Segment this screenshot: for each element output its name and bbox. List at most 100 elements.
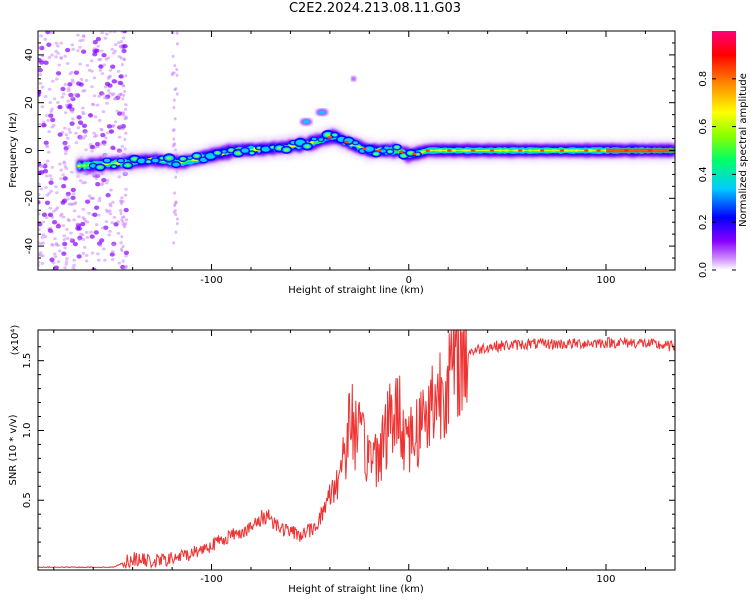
noise-speckle bbox=[66, 197, 70, 201]
noise-speckle bbox=[97, 118, 102, 122]
noise-speckle bbox=[55, 71, 62, 76]
noise-speckle bbox=[63, 266, 67, 270]
spectrogram-tick-labels: -100 0 100 -40 -20 0 20 40 bbox=[24, 49, 616, 286]
noise-speckle bbox=[39, 187, 44, 191]
ridge-hotspot bbox=[559, 149, 565, 152]
noise-speckle bbox=[174, 175, 178, 179]
noise-speckle bbox=[41, 254, 45, 258]
noise-speckle bbox=[46, 150, 51, 154]
noise-speckle bbox=[77, 215, 81, 219]
noise-speckle bbox=[117, 41, 121, 45]
colorbar-gradient bbox=[712, 31, 736, 270]
noise-speckle bbox=[43, 140, 49, 146]
noise-speckle bbox=[92, 212, 98, 218]
ridge-hotspot bbox=[470, 149, 476, 152]
noise-speckle bbox=[87, 211, 91, 215]
noise-speckle bbox=[124, 131, 128, 135]
noise-speckle bbox=[43, 60, 49, 65]
noise-speckle bbox=[53, 237, 57, 241]
noise-speckle bbox=[123, 137, 127, 142]
noise-speckle bbox=[173, 117, 177, 121]
spectrogram-panel: -100 0 100 -40 -20 0 20 40 Height of straight l… bbox=[8, 30, 676, 296]
noise-speckle bbox=[99, 238, 105, 243]
ridge-blob bbox=[270, 146, 275, 149]
ridge-blob bbox=[364, 146, 374, 152]
snr-multiplier: (x10⁴) bbox=[10, 325, 21, 356]
noise-speckle bbox=[122, 43, 128, 49]
noise-speckle bbox=[45, 144, 49, 148]
noise-speckle bbox=[94, 205, 100, 210]
spectrogram-xlabel: Height of straight line (km) bbox=[288, 285, 424, 296]
noise-speckle bbox=[116, 148, 123, 153]
noise-speckle bbox=[95, 103, 100, 107]
noise-speckle bbox=[60, 200, 66, 205]
ridge-blob bbox=[194, 154, 200, 158]
noise-speckle bbox=[65, 228, 69, 232]
noise-speckle bbox=[101, 53, 107, 58]
ridge-hotspot bbox=[584, 149, 589, 152]
noise-speckle bbox=[121, 259, 125, 263]
noise-speckle bbox=[71, 192, 76, 196]
noise-speckle bbox=[81, 251, 86, 255]
noise-speckle bbox=[122, 111, 125, 115]
noise-speckle bbox=[98, 244, 103, 248]
noise-speckle bbox=[41, 122, 47, 128]
noise-speckle bbox=[48, 113, 54, 118]
noise-speckle bbox=[120, 196, 124, 200]
noise-speckle bbox=[38, 193, 41, 197]
noise-speckle bbox=[121, 244, 125, 249]
noise-speckle bbox=[57, 249, 62, 253]
noise-speckle bbox=[119, 124, 123, 128]
noise-speckle bbox=[111, 79, 117, 84]
noise-speckle bbox=[122, 215, 126, 219]
noise-speckle bbox=[38, 182, 41, 186]
noise-speckle bbox=[123, 207, 129, 213]
ridge-blob bbox=[304, 144, 310, 148]
noise-speckle bbox=[174, 208, 177, 213]
noise-speckle bbox=[91, 196, 95, 200]
noise-speckle bbox=[46, 42, 52, 47]
noise-speckle bbox=[55, 191, 59, 195]
snr-series-line bbox=[38, 330, 675, 570]
noise-speckle bbox=[121, 31, 128, 34]
noise-speckle bbox=[50, 117, 56, 123]
noise-speckle bbox=[84, 230, 89, 234]
noise-speckle bbox=[82, 245, 87, 249]
x-tick-label: 100 bbox=[596, 574, 615, 585]
noise-speckle bbox=[174, 230, 178, 234]
noise-speckle bbox=[119, 211, 123, 216]
noise-speckle bbox=[175, 67, 179, 72]
ridge-blob bbox=[187, 156, 192, 160]
noise-speckle bbox=[97, 94, 101, 98]
noise-speckle bbox=[61, 173, 65, 177]
noise-speckle bbox=[113, 43, 118, 47]
noise-speckle bbox=[81, 136, 86, 140]
noise-speckle bbox=[65, 257, 69, 261]
noise-speckle bbox=[47, 55, 52, 59]
noise-speckle bbox=[105, 32, 109, 36]
noise-speckle bbox=[104, 136, 108, 140]
ridge-blob bbox=[118, 158, 124, 163]
noise-speckle bbox=[72, 263, 76, 267]
noise-speckle bbox=[121, 220, 125, 224]
noise-speckle bbox=[74, 131, 78, 135]
noise-speckle bbox=[48, 180, 54, 185]
noise-speckle bbox=[111, 51, 116, 55]
ridge-blob bbox=[250, 152, 254, 154]
noise-speckle bbox=[94, 223, 99, 227]
noise-speckle bbox=[172, 105, 176, 110]
noise-speckle bbox=[173, 63, 177, 68]
y-tick-label: 20 bbox=[24, 96, 35, 109]
noise-speckle bbox=[95, 36, 101, 42]
ridge-blob bbox=[152, 158, 159, 163]
noise-speckle bbox=[67, 145, 71, 149]
noise-speckle bbox=[62, 161, 67, 165]
noise-speckle bbox=[124, 74, 128, 78]
noise-speckle bbox=[175, 31, 179, 35]
noise-speckle bbox=[84, 253, 89, 257]
noise-speckle bbox=[72, 209, 77, 213]
noise-speckle bbox=[63, 143, 67, 147]
noise-speckle bbox=[77, 237, 82, 241]
noise-speckle bbox=[83, 130, 88, 134]
noise-speckle bbox=[99, 127, 104, 131]
